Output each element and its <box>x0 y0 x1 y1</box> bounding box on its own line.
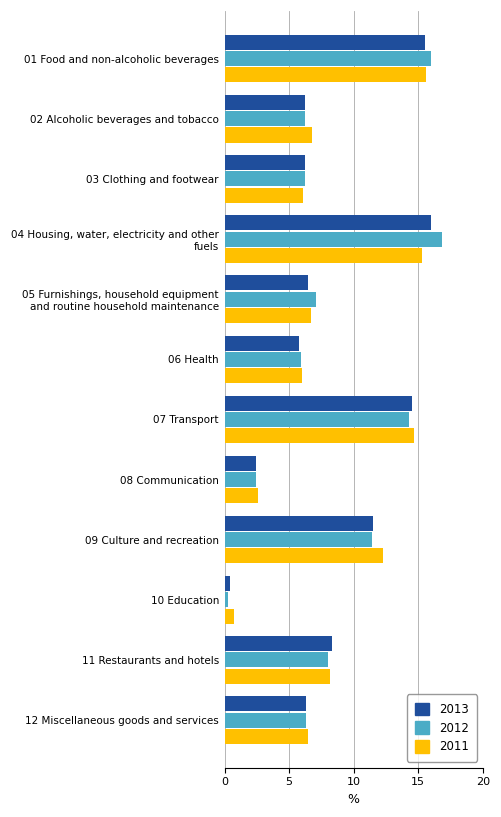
X-axis label: %: % <box>348 792 360 806</box>
Bar <box>224 308 311 323</box>
Bar <box>224 51 431 66</box>
Bar <box>224 111 305 127</box>
Legend: 2013, 2012, 2011: 2013, 2012, 2011 <box>407 694 477 761</box>
Bar <box>224 532 372 547</box>
Bar <box>224 155 305 170</box>
Bar <box>224 368 302 383</box>
Bar <box>224 395 412 411</box>
Bar <box>224 188 303 203</box>
Bar <box>224 489 258 503</box>
Bar <box>224 472 256 487</box>
Bar <box>224 653 328 667</box>
Bar <box>224 668 331 684</box>
Bar <box>224 95 305 110</box>
Bar <box>224 292 316 306</box>
Bar <box>224 636 332 651</box>
Bar <box>224 592 228 607</box>
Bar <box>224 172 305 186</box>
Bar <box>224 412 409 427</box>
Bar <box>224 516 373 531</box>
Bar <box>224 696 306 712</box>
Bar <box>224 428 414 443</box>
Bar <box>224 548 383 564</box>
Bar <box>224 352 301 367</box>
Bar <box>224 231 441 247</box>
Bar <box>224 35 425 50</box>
Bar <box>224 729 309 743</box>
Bar <box>224 336 300 350</box>
Bar <box>224 215 431 230</box>
Bar <box>224 609 233 623</box>
Bar <box>224 127 312 142</box>
Bar <box>224 712 306 728</box>
Bar <box>224 456 256 471</box>
Bar <box>224 275 309 290</box>
Bar <box>224 248 422 263</box>
Bar <box>224 67 426 83</box>
Bar <box>224 576 229 592</box>
